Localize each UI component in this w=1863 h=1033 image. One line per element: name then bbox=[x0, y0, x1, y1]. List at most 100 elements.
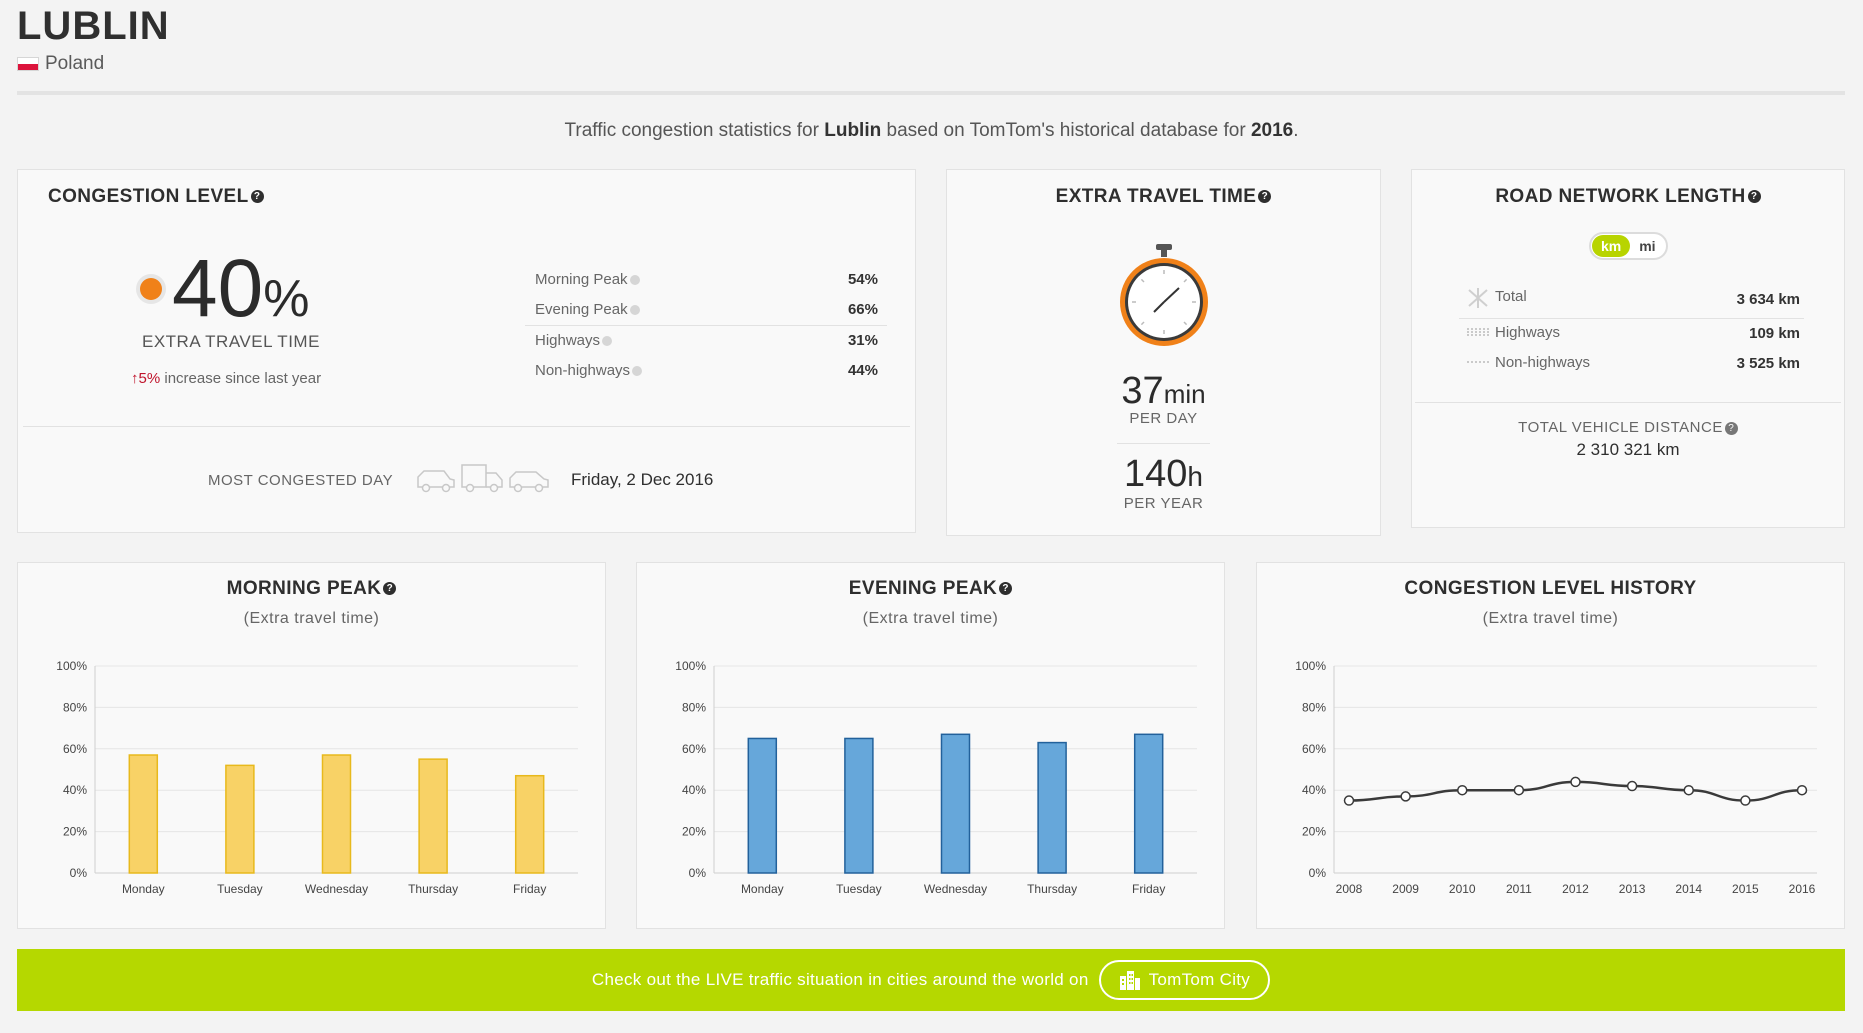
y-tick-label: 100% bbox=[1295, 659, 1326, 673]
congestion-level-title: CONGESTION LEVEL? bbox=[48, 186, 264, 208]
morning-peak-chart: 0% 20% 40% 60% 80% 100% Monday Tuesday Wednesday… bbox=[56, 659, 578, 896]
congestion-unit: % bbox=[263, 270, 310, 328]
x-tick-label: Monday bbox=[741, 882, 784, 896]
y-tick-label: 60% bbox=[63, 742, 87, 756]
congestion-history-subtitle: (Extra travel time) bbox=[1482, 610, 1619, 627]
bar bbox=[321, 754, 352, 874]
help-icon[interactable]: ? bbox=[1724, 421, 1738, 435]
per-day-number: 37 bbox=[1121, 370, 1164, 412]
help-icon[interactable]: ? bbox=[999, 582, 1013, 596]
road-row-value-highways: 109 km bbox=[1749, 325, 1800, 342]
bar bbox=[844, 737, 874, 874]
y-tick-label: 20% bbox=[1302, 825, 1326, 839]
road-section-divider bbox=[1415, 402, 1841, 403]
y-tick-label: 40% bbox=[1302, 783, 1326, 797]
row-divider bbox=[525, 325, 887, 326]
y-tick-label: 0% bbox=[689, 866, 707, 880]
tomtom-city-label: TomTom City bbox=[1148, 970, 1251, 989]
x-tick-label: 2008 bbox=[1336, 882, 1363, 896]
evening-peak-subtitle: (Extra travel time) bbox=[862, 610, 999, 627]
y-tick-label: 0% bbox=[1309, 866, 1327, 880]
row-value-highways: 31% bbox=[847, 332, 878, 349]
info-icon[interactable] bbox=[629, 305, 640, 316]
help-icon[interactable]: ? bbox=[250, 190, 264, 204]
row-label-text: Non-highways bbox=[535, 362, 631, 379]
data-point bbox=[1513, 784, 1525, 796]
unit-mi-option[interactable]: mi bbox=[1639, 238, 1656, 254]
x-tick-label: Friday bbox=[513, 882, 546, 896]
y-tick-label: 60% bbox=[1302, 742, 1326, 756]
road-row-label-non-highways: Non-highways bbox=[1495, 354, 1591, 371]
unit-km-option[interactable]: km bbox=[1592, 235, 1631, 257]
per-day-unit: min bbox=[1163, 379, 1206, 409]
y-tick-label: 40% bbox=[682, 783, 706, 797]
x-tick-label: Thursday bbox=[408, 882, 458, 896]
x-tick-label: 2009 bbox=[1392, 882, 1419, 896]
x-tick-label: 2015 bbox=[1732, 882, 1759, 896]
y-tick-label: 100% bbox=[675, 659, 706, 673]
congestion-value: 40 % bbox=[172, 248, 309, 330]
x-tick-label: Wednesday bbox=[305, 882, 368, 896]
row-label-non-highways: Non-highways bbox=[535, 362, 643, 379]
help-icon[interactable]: ? bbox=[1258, 190, 1272, 204]
bar bbox=[1037, 741, 1067, 874]
row-label-text: Evening Peak bbox=[535, 301, 628, 318]
help-icon[interactable]: ? bbox=[383, 582, 397, 596]
road-network-title-text: ROAD NETWORK LENGTH bbox=[1495, 186, 1746, 207]
info-icon[interactable] bbox=[632, 366, 643, 377]
per-day-value: 37min bbox=[947, 370, 1380, 413]
y-tick-label: 80% bbox=[682, 700, 706, 714]
x-tick-label: Wednesday bbox=[924, 882, 987, 896]
x-tick-label: Tuesday bbox=[836, 882, 882, 896]
change-since-last-year: ↑5% increase since last year bbox=[131, 370, 321, 387]
extra-travel-title: EXTRA TRAVEL TIME? bbox=[947, 186, 1380, 208]
x-tick-label: Monday bbox=[122, 882, 165, 896]
poland-flag-icon bbox=[17, 57, 39, 71]
congestion-history-chart: 0% 20% 40% 60% 80% 100% 2008 2009 2010 2011 2012 20… bbox=[1295, 659, 1817, 896]
vehicle-distance-label: TOTAL VEHICLE DISTANCE? bbox=[1412, 419, 1844, 436]
x-tick-label: 2014 bbox=[1675, 882, 1702, 896]
evening-peak-title: EVENING PEAK? bbox=[637, 578, 1224, 600]
stopwatch-icon bbox=[1120, 244, 1208, 346]
info-icon[interactable] bbox=[602, 336, 613, 347]
data-point bbox=[1400, 791, 1411, 802]
row-value-non-highways: 44% bbox=[847, 362, 878, 379]
x-tick-label: 2012 bbox=[1562, 882, 1589, 896]
bar bbox=[225, 764, 255, 874]
unit-toggle[interactable]: km mi bbox=[1589, 232, 1668, 260]
extra-travel-divider bbox=[1117, 443, 1210, 444]
y-tick-label: 20% bbox=[682, 825, 706, 839]
congestion-level-card: CONGESTION LEVEL? 40 % EXTRA TRAVEL TIME… bbox=[17, 169, 916, 533]
data-point bbox=[1683, 784, 1694, 796]
per-year-label: PER YEAR bbox=[1123, 495, 1204, 512]
y-tick-label: 60% bbox=[682, 742, 706, 756]
extra-travel-time-card: EXTRA TRAVEL TIME? 37min PER DAY 140h PE… bbox=[946, 169, 1381, 536]
non-highway-line-icon bbox=[1467, 361, 1489, 363]
road-row-label-highways: Highways bbox=[1495, 324, 1561, 341]
change-value: 5% bbox=[138, 370, 161, 387]
y-tick-label: 0% bbox=[70, 866, 88, 880]
help-icon[interactable]: ? bbox=[1747, 190, 1761, 204]
bar bbox=[514, 774, 545, 874]
extra-travel-title-text: EXTRA TRAVEL TIME bbox=[1055, 186, 1257, 207]
road-network-card: ROAD NETWORK LENGTH? km mi Total 3 634 k… bbox=[1411, 169, 1845, 528]
change-text: increase since last year bbox=[160, 370, 322, 387]
per-year-number: 140 bbox=[1124, 453, 1188, 495]
y-tick-label: 20% bbox=[63, 825, 87, 839]
congestion-status-dot-icon bbox=[140, 278, 162, 300]
x-tick-label: Thursday bbox=[1027, 882, 1077, 896]
morning-peak-title: MORNING PEAK? bbox=[18, 578, 605, 600]
bar bbox=[940, 733, 971, 874]
row-label-evening-peak: Evening Peak bbox=[535, 301, 640, 318]
tomtom-city-button[interactable]: TomTom City bbox=[1098, 960, 1271, 1000]
evening-peak-card: EVENING PEAK? (Extra travel time) 0% 20% 4… bbox=[636, 562, 1225, 929]
row-value-evening-peak: 66% bbox=[847, 301, 878, 318]
data-point bbox=[1570, 776, 1581, 788]
country-label: Poland bbox=[17, 53, 104, 75]
info-icon[interactable] bbox=[629, 275, 640, 286]
row-label-text: Morning Peak bbox=[535, 271, 628, 288]
y-tick-label: 100% bbox=[56, 659, 87, 673]
city-title: LUBLIN bbox=[17, 4, 170, 48]
per-day-label: PER DAY bbox=[1129, 410, 1198, 427]
bar bbox=[747, 737, 778, 874]
